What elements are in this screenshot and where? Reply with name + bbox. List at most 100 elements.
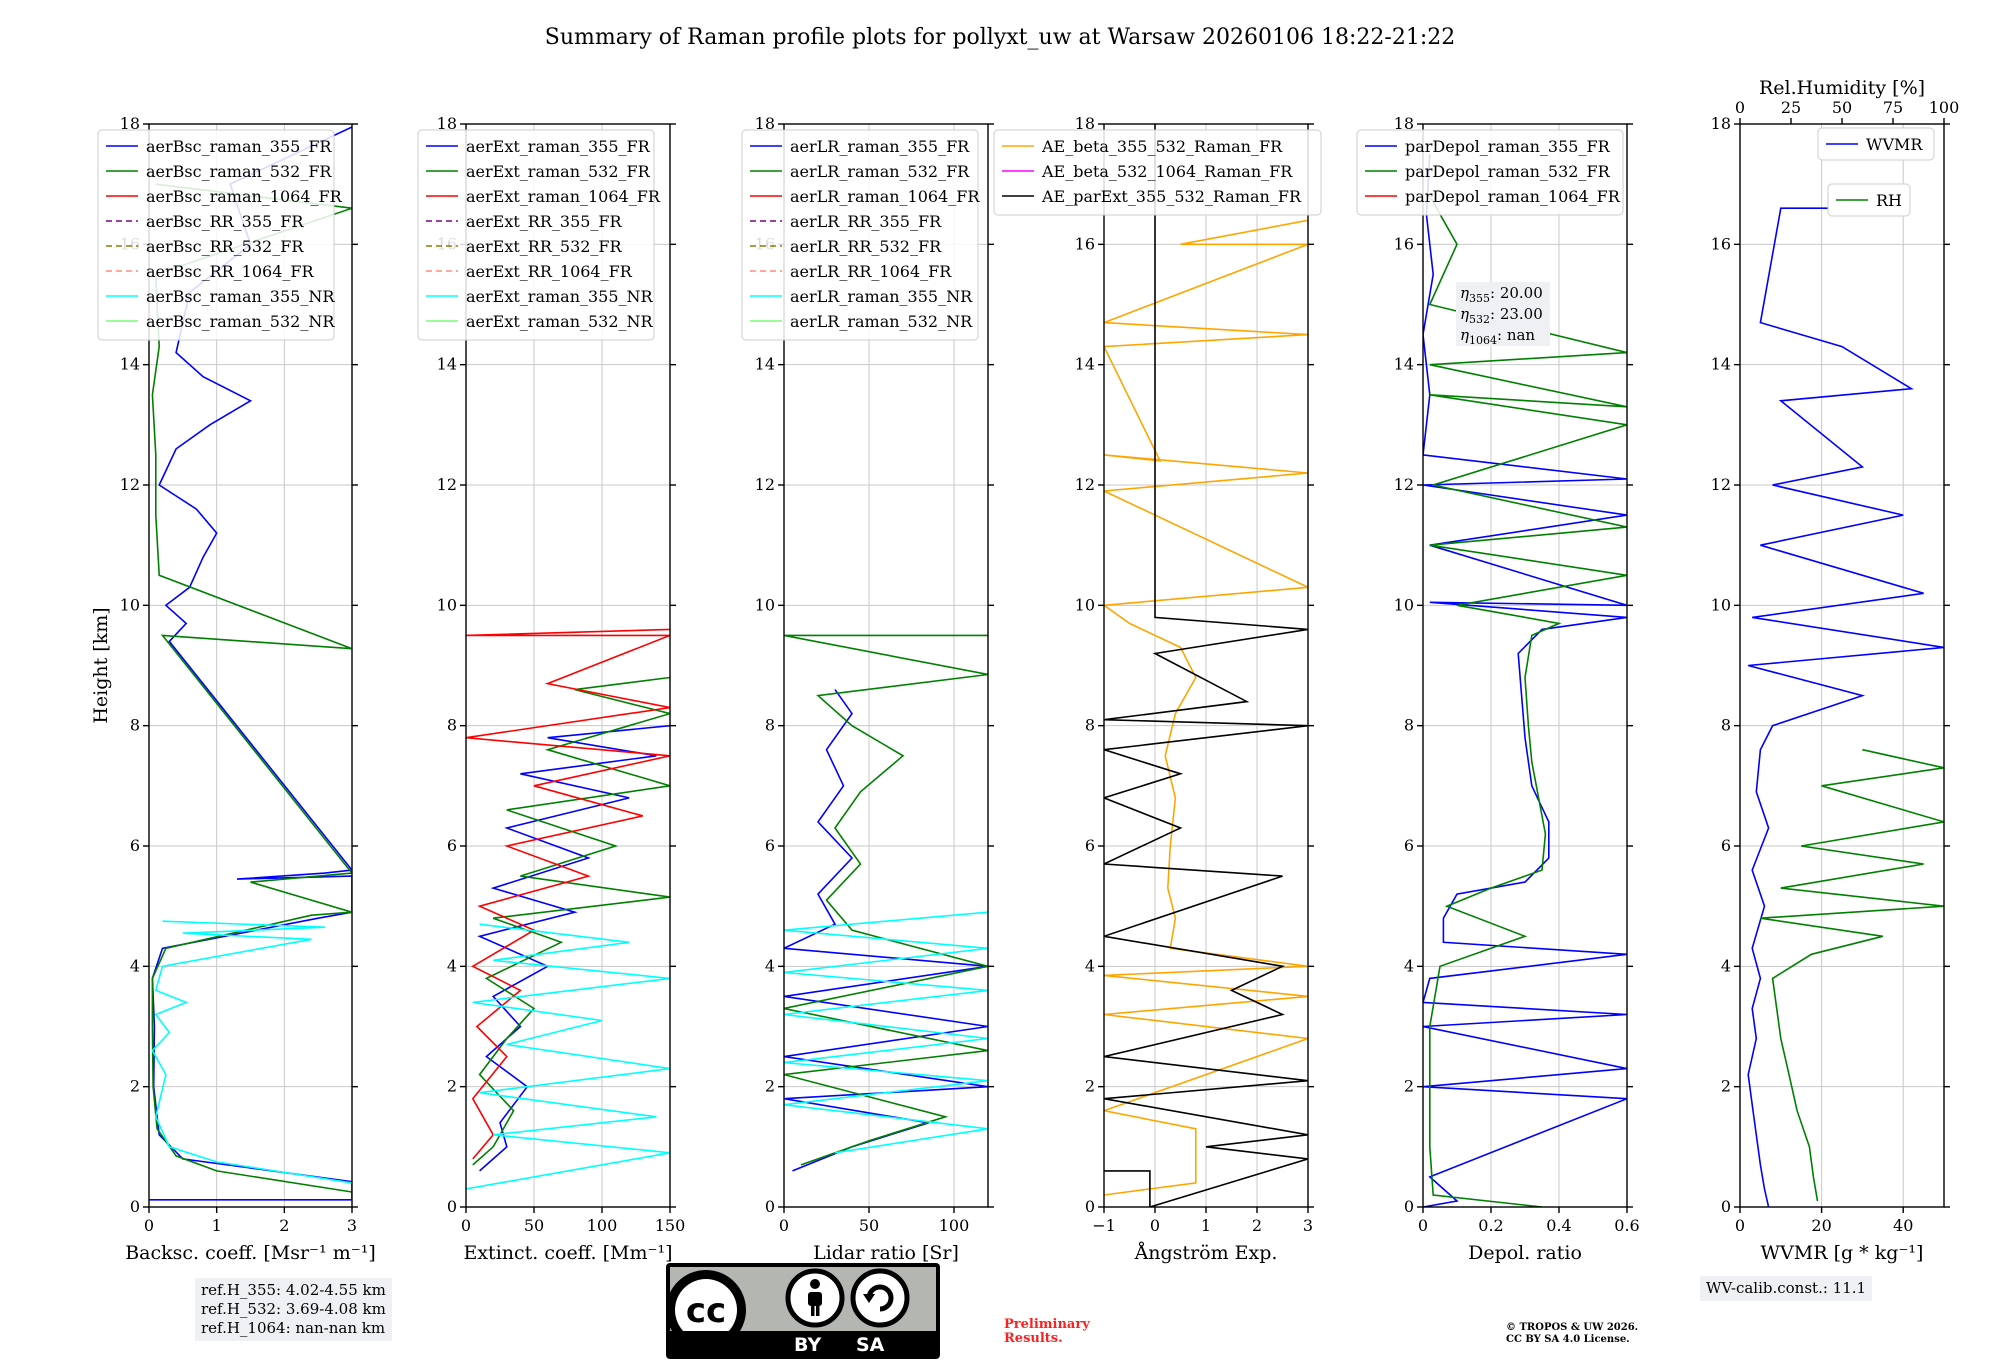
legend-label: aerLR_raman_532_NR [790, 312, 973, 331]
y-tick-label: 4 [1085, 956, 1095, 975]
series-line-aerbsc-raman-532-fr [151, 183, 352, 1193]
x-tick-label: 50 [859, 1216, 879, 1235]
legend-box [993, 129, 1322, 216]
series-group [149, 126, 352, 1201]
x-axis-label: Lidar ratio [Sr] [813, 1242, 959, 1264]
eta-annotation-line: η355: 20.00 [1460, 284, 1543, 305]
series-group [1104, 124, 1308, 1207]
ref-height-1064: ref.H_1064: nan-nan km [201, 1319, 386, 1337]
wv-calibration-constant: WV-calib.const.: 11.1 [1706, 1279, 1867, 1297]
x-tick-label: 3 [1303, 1216, 1313, 1235]
series-line-ae-parext-355-532-raman-fr [1104, 124, 1308, 1207]
y-tick-label: 14 [437, 355, 457, 374]
legend-label: aerBsc_RR_1064_FR [146, 262, 315, 281]
series-line-ae-beta-355-532-raman-fr [1104, 219, 1308, 1196]
y-tick-label: 14 [1075, 355, 1095, 374]
y-tick-label: 6 [447, 836, 457, 855]
chart-panel-3: 024681012141618050100Lidar ratio [Sr]aer… [741, 114, 994, 1264]
y-tick-label: 2 [130, 1077, 140, 1096]
preliminary-line-2: Results. [1004, 1331, 1063, 1346]
y-tick-label: 14 [1394, 355, 1414, 374]
x-tick-label: 0 [779, 1216, 789, 1235]
y-tick-label: 6 [1721, 836, 1731, 855]
legend-box [1827, 183, 1911, 217]
eta-annotation-line: η1064: nan [1460, 326, 1535, 347]
y-tick-label: 10 [755, 595, 775, 614]
legend-label: AE_beta_532_1064_Raman_FR [1041, 162, 1293, 181]
legend-label: aerBsc_raman_355_NR [146, 287, 335, 306]
legend-label: aerBsc_RR_532_FR [146, 237, 304, 256]
legend-label: aerBsc_raman_532_NR [146, 312, 335, 331]
x-tick-label: 100 [587, 1216, 618, 1235]
legend-label: aerLR_raman_532_FR [790, 162, 970, 181]
cc-badge-body: cc [666, 1267, 936, 1350]
series-line-aerext-raman-1064-fr [466, 628, 670, 1160]
x-tick-label: 50 [524, 1216, 544, 1235]
series-line-aerlr-raman-355-fr [784, 689, 988, 1172]
x-tick-label: 2 [279, 1216, 289, 1235]
eta-annotation-line: η532: 23.00 [1460, 305, 1543, 326]
x-tick-label: 20 [1811, 1216, 1831, 1235]
y-tick-label: 0 [1721, 1197, 1731, 1216]
legend-label: parDepol_raman_532_FR [1405, 162, 1611, 181]
cc-badge-label-strip: BY SA [666, 1333, 940, 1357]
y-tick-label: 16 [1394, 234, 1414, 253]
legend-label: aerLR_raman_1064_FR [790, 187, 980, 206]
x-tick-label: 0 [1418, 1216, 1428, 1235]
legend-label: aerBsc_raman_1064_FR [146, 187, 343, 206]
legend-label: AE_beta_355_532_Raman_FR [1041, 137, 1283, 156]
series-line-aerext-raman-532-fr [472, 676, 670, 1166]
x-tick-label: 0.2 [1478, 1216, 1503, 1235]
y-tick-label: 0 [765, 1197, 775, 1216]
y-tick-label: 6 [1085, 836, 1095, 855]
eta-annotation-box [1456, 282, 1550, 346]
series-group [1747, 207, 1944, 1207]
legend-label: aerLR_raman_355_NR [790, 287, 973, 306]
legend-label: aerExt_raman_355_FR [466, 137, 651, 156]
figure-title: Summary of Raman profile plots for polly… [545, 25, 1455, 50]
axes-frame [148, 123, 353, 1208]
y-tick-label: 18 [1075, 114, 1095, 133]
x-axis-label: Depol. ratio [1468, 1242, 1582, 1264]
y-tick-label: 10 [1394, 595, 1414, 614]
y-tick-label: 4 [765, 956, 775, 975]
y-tick-label: 0 [1085, 1197, 1095, 1216]
x-tick-label: 1 [212, 1216, 222, 1235]
legend-label: aerBsc_raman_355_FR [146, 137, 332, 156]
y-tick-label: 0 [1404, 1197, 1414, 1216]
legend-label: RH [1876, 191, 1902, 210]
legend-box [1817, 127, 1935, 161]
cc-sa-label: SA [856, 1334, 885, 1356]
y-tick-label: 14 [755, 355, 775, 374]
y-tick-label: 8 [765, 716, 775, 735]
legend-label: aerExt_RR_1064_FR [466, 262, 633, 281]
top-x-axis-label: Rel.Humidity [%] [1759, 77, 1925, 99]
legend-label: aerLR_raman_355_FR [790, 137, 970, 156]
legend-label: aerExt_RR_355_FR [466, 212, 623, 231]
y-tick-label: 14 [120, 355, 140, 374]
x-tick-label: 1 [1201, 1216, 1211, 1235]
y-tick-label: 14 [1711, 355, 1731, 374]
y-tick-label: 18 [437, 114, 457, 133]
y-tick-label: 6 [130, 836, 140, 855]
series-group [466, 628, 670, 1190]
y-tick-label: 2 [765, 1077, 775, 1096]
legend-label: aerExt_RR_532_FR [466, 237, 623, 256]
x-tick-label: 0.4 [1546, 1216, 1571, 1235]
y-tick-label: 4 [130, 956, 140, 975]
by-attribution-icon [785, 1268, 845, 1328]
legend-label: aerExt_raman_1064_FR [466, 187, 661, 206]
y-tick-label: 10 [437, 595, 457, 614]
reference-height-box: ref.H_355: 4.02-4.55 km ref.H_532: 3.69-… [195, 1278, 392, 1341]
copyright-line-2: CC BY SA 4.0 License. [1506, 1334, 1630, 1345]
y-tick-label: 2 [1085, 1077, 1095, 1096]
legend-box [97, 129, 335, 341]
legend: aerLR_raman_355_FR aerLR_raman_532_FR aerL… [741, 129, 980, 341]
x-tick-label: 40 [1893, 1216, 1913, 1235]
y-tick-label: 18 [755, 114, 775, 133]
wv-calibration-box: WV-calib.const.: 11.1 [1700, 1276, 1873, 1301]
y-tick-label: 16 [1711, 234, 1731, 253]
y-tick-label: 2 [1404, 1077, 1414, 1096]
legend-label: aerBsc_raman_532_FR [146, 162, 332, 181]
y-tick-label: 6 [765, 836, 775, 855]
